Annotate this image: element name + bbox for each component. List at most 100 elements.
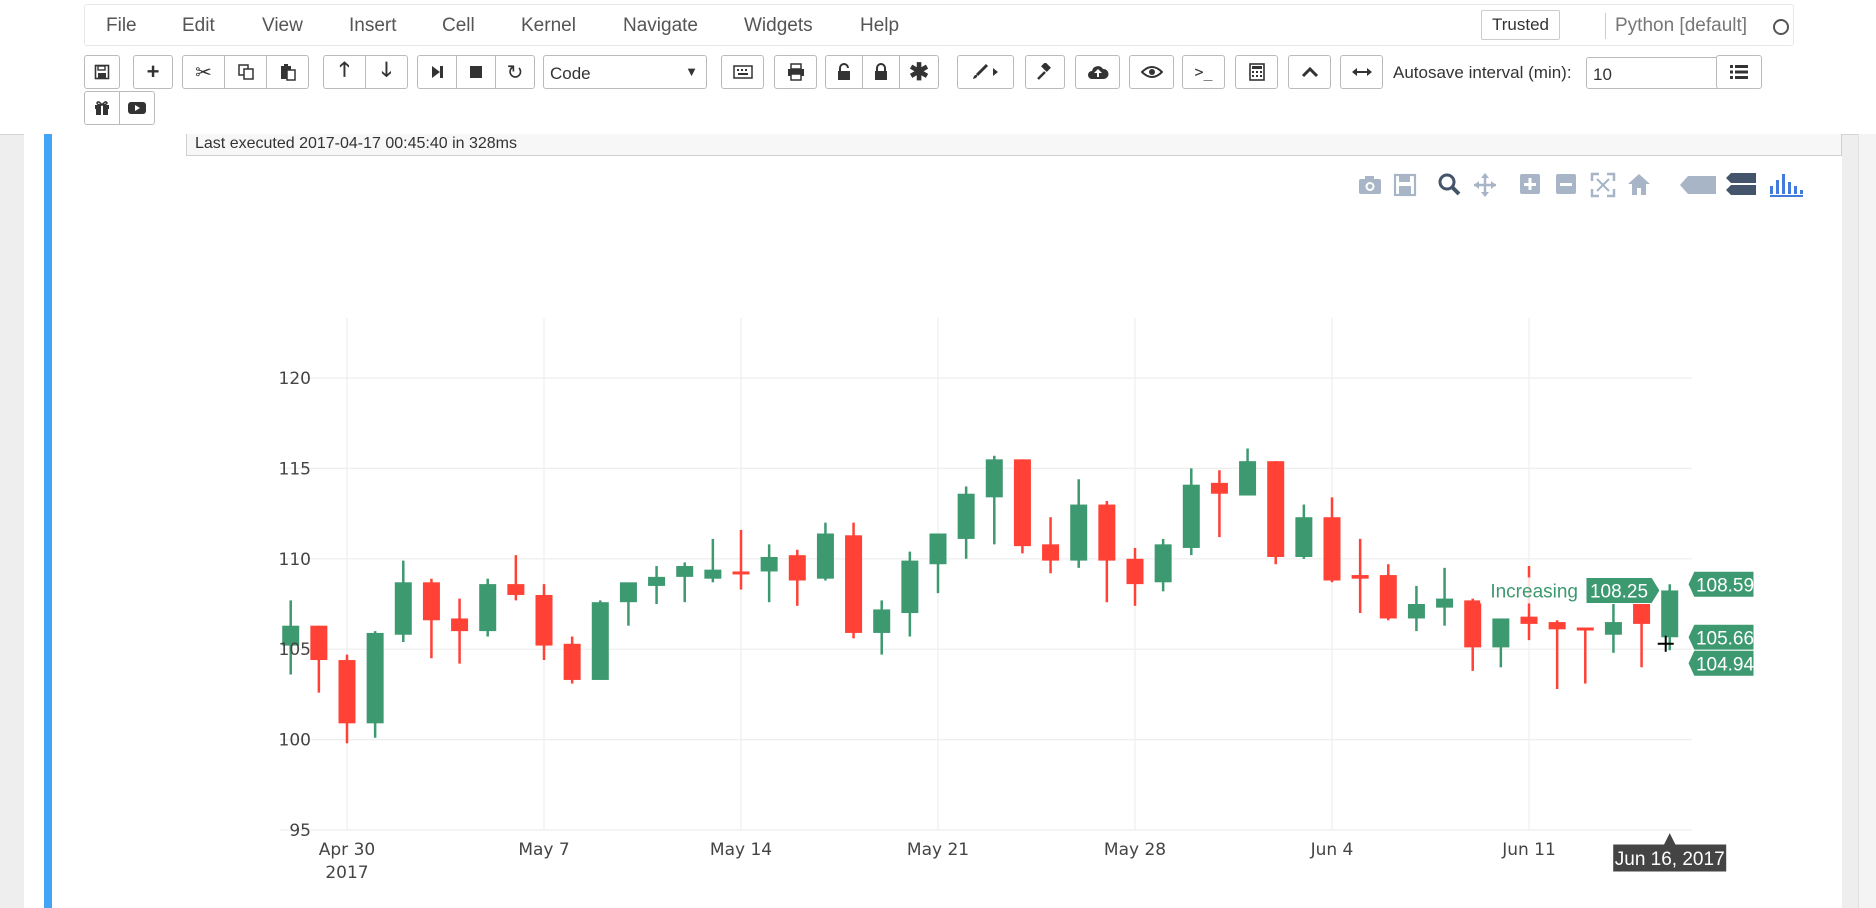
toolbar-group-save	[84, 55, 120, 89]
x-tick-label: May 14	[710, 840, 772, 860]
candlestick	[1295, 504, 1313, 559]
x-tick-label: May 21	[907, 840, 969, 860]
plotly-logo-icon[interactable]	[1770, 174, 1803, 197]
toggle-width-button[interactable]	[1340, 55, 1383, 89]
menu-kernel[interactable]: Kernel	[521, 15, 576, 36]
hover-value-box	[1687, 623, 1755, 651]
candle-body	[985, 459, 1003, 498]
x-tick-label: Jun 4	[1310, 840, 1354, 860]
menu-help[interactable]: Help	[860, 15, 900, 36]
candle-body	[816, 533, 834, 579]
menu-file[interactable]: File	[106, 15, 137, 36]
output-cell	[24, 134, 1842, 908]
candlestick	[1492, 618, 1510, 668]
candlestick	[1154, 538, 1172, 592]
candle-body	[619, 582, 637, 603]
candle-body	[1239, 461, 1257, 496]
candle-body	[1604, 622, 1622, 635]
keyboard-shortcuts-button[interactable]	[721, 55, 764, 89]
x-tick-label: Apr 30	[319, 840, 375, 860]
paintbrush-button[interactable]	[957, 55, 1014, 89]
candle-body	[1098, 504, 1116, 561]
gavel-button[interactable]	[1025, 55, 1065, 89]
hover-tooltip: 108.59 105.66 104.94 Increasing 108.25 Jun 16…	[1480, 570, 1755, 873]
candlestick	[479, 578, 497, 637]
y-tick-label: 95	[289, 821, 311, 841]
candle-body	[394, 582, 412, 635]
preview-button[interactable]	[1129, 55, 1174, 89]
arrow-down-icon: 🡓	[381, 59, 392, 81]
interrupt-button[interactable]	[456, 55, 496, 89]
stop-icon	[470, 66, 482, 78]
hover-series-name: Increasing	[1490, 581, 1578, 602]
zoom-out-icon[interactable]	[1556, 174, 1576, 194]
collapse-up-button[interactable]	[1288, 55, 1331, 89]
youtube-button[interactable]	[119, 91, 155, 125]
menu-edit[interactable]: Edit	[182, 15, 215, 36]
candlestick	[732, 529, 750, 590]
autosave-interval-select[interactable]: 10 ▼	[1586, 57, 1738, 89]
y-tick-label: 115	[279, 459, 311, 479]
menu-navigate[interactable]: Navigate	[623, 15, 698, 36]
move-down-button[interactable]: 🡓	[365, 55, 408, 89]
reset-icon[interactable]	[1628, 174, 1650, 195]
candle-body	[366, 632, 384, 724]
cut-button[interactable]: ✂	[182, 55, 225, 89]
pan-icon[interactable]	[1474, 173, 1496, 197]
unlock-button[interactable]	[825, 55, 863, 89]
zoom-icon[interactable]	[1438, 173, 1461, 196]
candlestick	[422, 578, 440, 659]
calculator-button[interactable]	[1235, 55, 1278, 89]
candle-body	[310, 625, 328, 661]
menu-widgets[interactable]: Widgets	[744, 15, 813, 36]
save-button[interactable]	[84, 55, 120, 89]
candlestick	[1407, 585, 1425, 632]
menu-cell[interactable]: Cell	[442, 15, 475, 36]
hover-value-low: 104.94	[1696, 654, 1755, 675]
compare-hover-icon[interactable]	[1680, 176, 1716, 194]
save-icon[interactable]	[1393, 173, 1417, 197]
insert-cell-button[interactable]: +	[133, 55, 173, 89]
y-tick-label: 110	[279, 550, 311, 570]
candlestick	[1070, 479, 1088, 568]
last-executed-text: Last executed 2017-04-17 00:45:40 in 328…	[195, 135, 518, 152]
paste-button[interactable]	[266, 55, 309, 89]
print-button[interactable]	[774, 55, 817, 89]
table-of-contents-button[interactable]	[1716, 55, 1762, 89]
candlestick	[451, 598, 469, 664]
candle-body	[563, 643, 581, 680]
camera-icon[interactable]	[1359, 176, 1381, 194]
candle-body	[1182, 484, 1200, 548]
run-button[interactable]	[417, 55, 457, 89]
vertical-scrollbar[interactable]	[1858, 134, 1876, 908]
restart-button[interactable]: ↻	[495, 55, 535, 89]
notebook-header: File Edit View Insert Cell Kernel Naviga…	[0, 0, 1876, 135]
candle-body	[535, 594, 553, 646]
toolbar-group-toc	[1716, 55, 1762, 89]
zoom-in-icon[interactable]	[1520, 174, 1540, 194]
chevron-up-icon	[1301, 66, 1318, 78]
cloud-upload-button[interactable]	[1075, 55, 1120, 89]
cell-type-select[interactable]: Code ▼	[543, 55, 707, 89]
cloud-upload-icon	[1087, 66, 1109, 79]
gift-button[interactable]	[84, 91, 120, 125]
menu-view[interactable]: View	[262, 15, 303, 36]
x-tick-sublabel: 2017	[325, 863, 368, 883]
terminal-icon: >_	[1194, 63, 1213, 81]
candle-body	[732, 571, 750, 575]
candlestick	[366, 631, 384, 738]
copy-button[interactable]	[224, 55, 267, 89]
candle-body	[760, 556, 778, 572]
hover-date-label: Jun 16, 2017	[1615, 849, 1725, 870]
lock-button[interactable]	[862, 55, 900, 89]
terminal-button[interactable]: >_	[1182, 55, 1225, 89]
autoscale-icon[interactable]	[1590, 172, 1616, 198]
candlestick	[1267, 461, 1285, 565]
trusted-indicator[interactable]: Trusted	[1481, 10, 1561, 40]
menu-insert[interactable]: Insert	[349, 15, 397, 36]
candle-body	[1633, 600, 1651, 624]
candle-body	[873, 609, 891, 633]
move-up-button[interactable]: 🡑	[323, 55, 366, 89]
asterisk-button[interactable]: ✱	[899, 55, 939, 89]
closest-hover-icon[interactable]	[1726, 173, 1756, 195]
